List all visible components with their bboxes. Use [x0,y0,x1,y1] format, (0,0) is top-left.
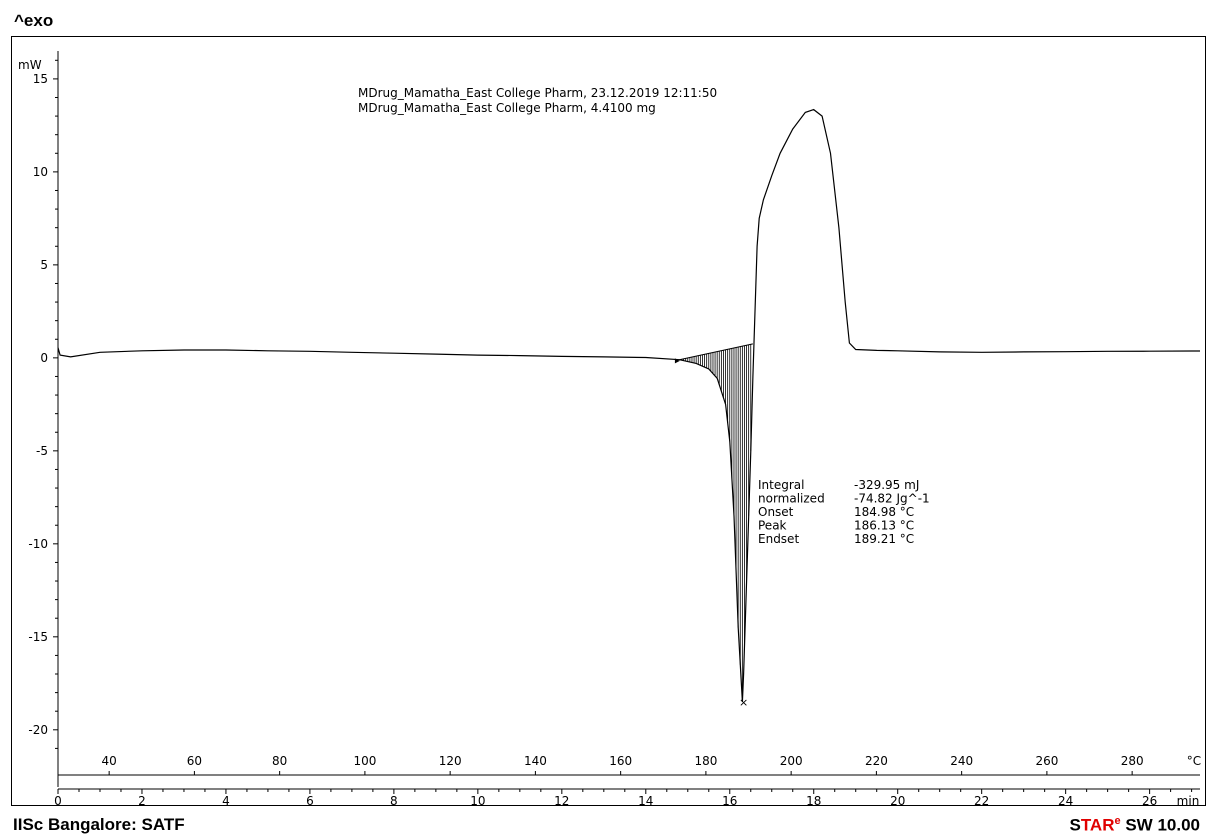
y-tick-label: -15 [28,630,48,644]
annotation-line-1: MDrug_Mamatha_East College Pharm, 23.12.… [358,86,717,100]
y-tick-label: 15 [33,72,48,86]
y-tick-label: 5 [40,258,48,272]
time-tick-label: 26 [1142,794,1157,807]
time-tick-label: 0 [54,794,62,807]
result-label: normalized [758,492,825,506]
y-tick-label: 10 [33,165,48,179]
software-brand: STARe SW 10.00 [1069,815,1200,836]
annotation-line-2: MDrug_Mamatha_East College Pharm, 4.4100… [358,101,656,115]
result-label: Integral [758,478,804,492]
temperature-tick-label: 40 [102,754,117,768]
brand-s: S [1069,815,1081,835]
temperature-tick-label: 80 [272,754,287,768]
temperature-tick-label: 180 [694,754,717,768]
result-value: -329.95 mJ [854,478,919,492]
time-tick-label: 22 [974,794,989,807]
brand-version: SW 10.00 [1120,815,1200,835]
time-tick-label: 24 [1058,794,1073,807]
temperature-tick-label: 140 [524,754,547,768]
time-tick-label: 20 [890,794,905,807]
brand-tar: TAR [1080,815,1115,835]
temperature-tick-label: 280 [1121,754,1144,768]
integration-baseline [679,343,753,361]
time-tick-label: 12 [554,794,569,807]
result-value: -74.82 Jg^-1 [854,492,930,506]
footer-lab-name: IISc Bangalore: SATF [13,815,185,834]
temperature-tick-label: 60 [187,754,202,768]
time-tick-label: 6 [306,794,314,807]
temperature-tick-label: 100 [353,754,376,768]
result-value: 189.21 °C [854,532,914,546]
temperature-tick-label: 240 [950,754,973,768]
result-label: Peak [758,519,787,533]
time-tick-label: 8 [390,794,398,807]
temperature-tick-label: 220 [865,754,888,768]
temperature-tick-label: 120 [439,754,462,768]
y-tick-label: -5 [36,444,48,458]
time-tick-label: 2 [138,794,146,807]
temperature-unit: °C [1187,754,1201,768]
time-tick-label: 10 [470,794,485,807]
time-unit: min [1177,794,1200,807]
time-tick-label: 4 [222,794,230,807]
result-value: 186.13 °C [854,519,914,533]
dsc-curve [57,108,1200,702]
y-tick-label: -10 [28,537,48,551]
onset-marker: ▸ [675,356,680,367]
chart-frame: mW 15 10 5 0 -5 -10 -15 -20 40 60 80 100 120 140 160 180… [11,36,1206,807]
result-value: 184.98 °C [854,505,914,519]
peak-marker: × [739,696,748,709]
time-tick-label: 14 [638,794,653,807]
temperature-tick-label: 200 [780,754,803,768]
brand-e: e [1114,815,1121,827]
y-tick-label: -20 [28,723,48,737]
time-tick-label: 18 [806,794,821,807]
y-axis-unit: mW [18,58,42,72]
exo-label: ^exo [14,11,54,30]
time-tick-label: 16 [722,794,737,807]
temperature-tick-label: 160 [609,754,632,768]
result-label: Endset [758,532,799,546]
y-tick-label: 0 [40,351,48,365]
result-label: Onset [758,505,794,519]
temperature-tick-label: 260 [1035,754,1058,768]
